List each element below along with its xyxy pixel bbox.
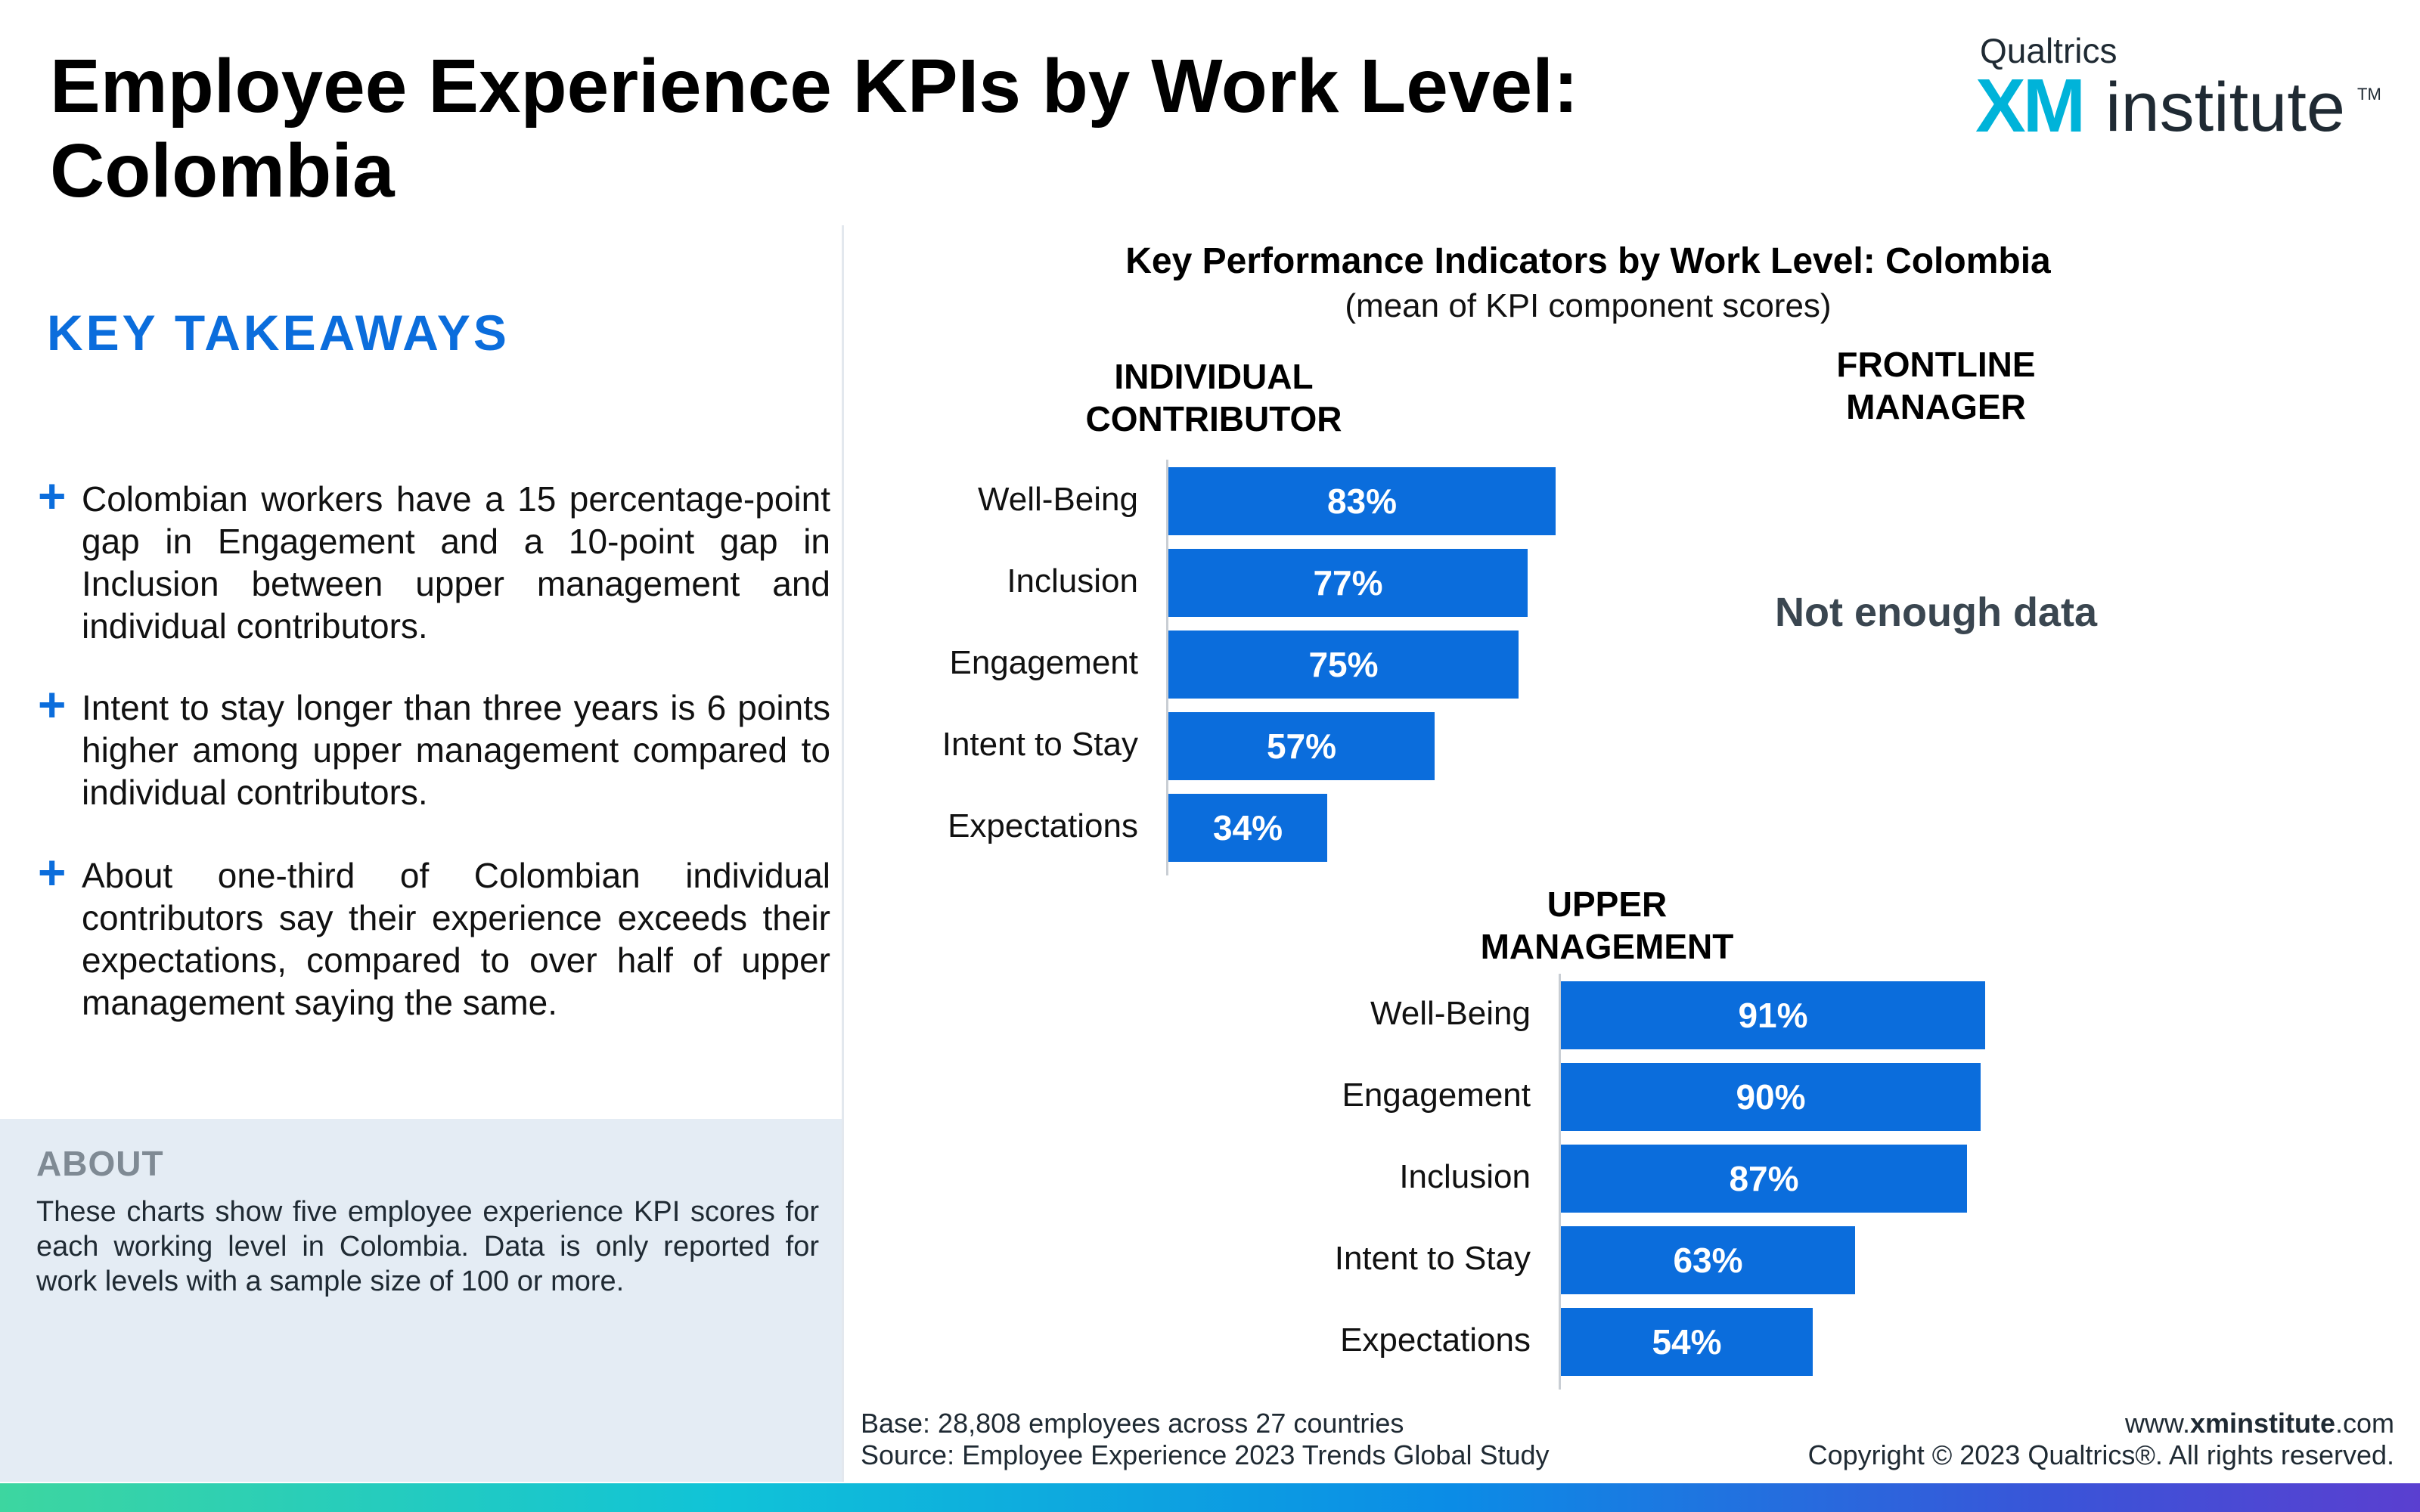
bar-value-label: 90%: [1736, 1077, 1806, 1117]
bar: [1168, 712, 1435, 780]
chart-title: Key Performance Indicators by Work Level…: [1125, 241, 2051, 281]
about-panel: ABOUT These charts show five employee ex…: [0, 1119, 842, 1482]
about-text: These charts show five employee experien…: [36, 1196, 819, 1297]
bar: [1168, 549, 1528, 617]
category-label: Inclusion: [1399, 1158, 1531, 1195]
footer-source-text: Source: Employee Experience 2023 Trends …: [861, 1439, 1550, 1470]
takeaway-text: Intent to stay longer than three years i…: [82, 688, 830, 812]
category-label: Well-Being: [1370, 995, 1531, 1032]
category-label: Expectations: [1340, 1321, 1531, 1359]
bar: [1561, 1226, 1855, 1294]
logo-institute-text: institute: [2105, 69, 2346, 146]
bar: [1561, 1308, 1813, 1376]
category-label: Engagement: [949, 644, 1138, 681]
category-label: Expectations: [948, 807, 1138, 844]
key-takeaways-heading: KEY TAKEAWAYS: [47, 305, 510, 361]
column-divider: [842, 225, 844, 1482]
logo-trademark: TM: [2357, 85, 2381, 104]
takeaway-text: Colombian workers have a 15 percentage-p…: [82, 479, 830, 646]
footer-copyright: www.xminstitute.com Copyright © 2023 Qua…: [1808, 1408, 2394, 1471]
footer-url[interactable]: www.xminstitute.com: [1808, 1408, 2394, 1439]
bar: [1168, 467, 1556, 535]
bar-value-label: 91%: [1738, 996, 1808, 1035]
xm-institute-logo: Qualtrics XM institute TM: [1975, 30, 2381, 148]
bar: [1561, 981, 1985, 1049]
category-label: Engagement: [1342, 1077, 1531, 1114]
footer-base-text: Base: 28,808 employees across 27 countri…: [861, 1408, 1404, 1439]
no-data-note: Not enough data: [1775, 590, 2097, 635]
bar: [1561, 1145, 1967, 1213]
panel-title: UPPER MANAGEMENT: [1480, 885, 1734, 966]
plus-icon: +: [38, 677, 67, 732]
plus-icon: +: [38, 469, 67, 523]
bar-value-label: 57%: [1266, 727, 1337, 766]
bottom-gradient-bar: [0, 1483, 2420, 1512]
category-axis: [1559, 974, 1561, 1390]
bar-value-label: 83%: [1326, 482, 1398, 521]
category-label: Intent to Stay: [942, 726, 1138, 763]
chart-subtitle: (mean of KPI component scores): [1345, 287, 1832, 324]
footer-copyright-text: Copyright © 2023 Qualtrics®. All rights …: [1807, 1439, 2394, 1470]
plus-icon: +: [38, 845, 67, 900]
panel-title: FRONTLINE MANAGER: [1836, 345, 2036, 426]
category-label: Intent to Stay: [1334, 1240, 1531, 1277]
bar-value-label: 34%: [1212, 808, 1283, 847]
logo-xm-text: XM: [1975, 64, 2086, 148]
bar-value-label: 54%: [1652, 1322, 1722, 1362]
category-label: Well-Being: [978, 481, 1138, 518]
bar: [1168, 794, 1327, 862]
footer-url-suffix: .com: [2335, 1408, 2394, 1439]
bar-value-label: 75%: [1308, 645, 1379, 684]
footer-source: Base: 28,808 employees across 27 countri…: [861, 1408, 1550, 1471]
footer-url-domain: xminstitute: [2189, 1408, 2335, 1439]
panel-title: INDIVIDUAL CONTRIBUTOR: [1085, 357, 1342, 438]
bar-value-label: 77%: [1313, 563, 1383, 603]
about-heading: ABOUT: [36, 1144, 164, 1183]
category-axis: [1166, 460, 1168, 875]
category-label: Inclusion: [1007, 562, 1138, 600]
bar: [1561, 1063, 1981, 1131]
footer-url-prefix: www.: [2124, 1408, 2190, 1439]
bar: [1168, 631, 1519, 699]
page-title: Employee Experience KPIs by Work Level: …: [50, 44, 1579, 213]
logo-qualtrics-text: Qualtrics: [1980, 31, 2118, 70]
bar-value-label: 87%: [1729, 1159, 1799, 1198]
takeaway-text: About one-third of Colombian individual …: [82, 856, 830, 1022]
bar-value-label: 63%: [1673, 1241, 1743, 1280]
